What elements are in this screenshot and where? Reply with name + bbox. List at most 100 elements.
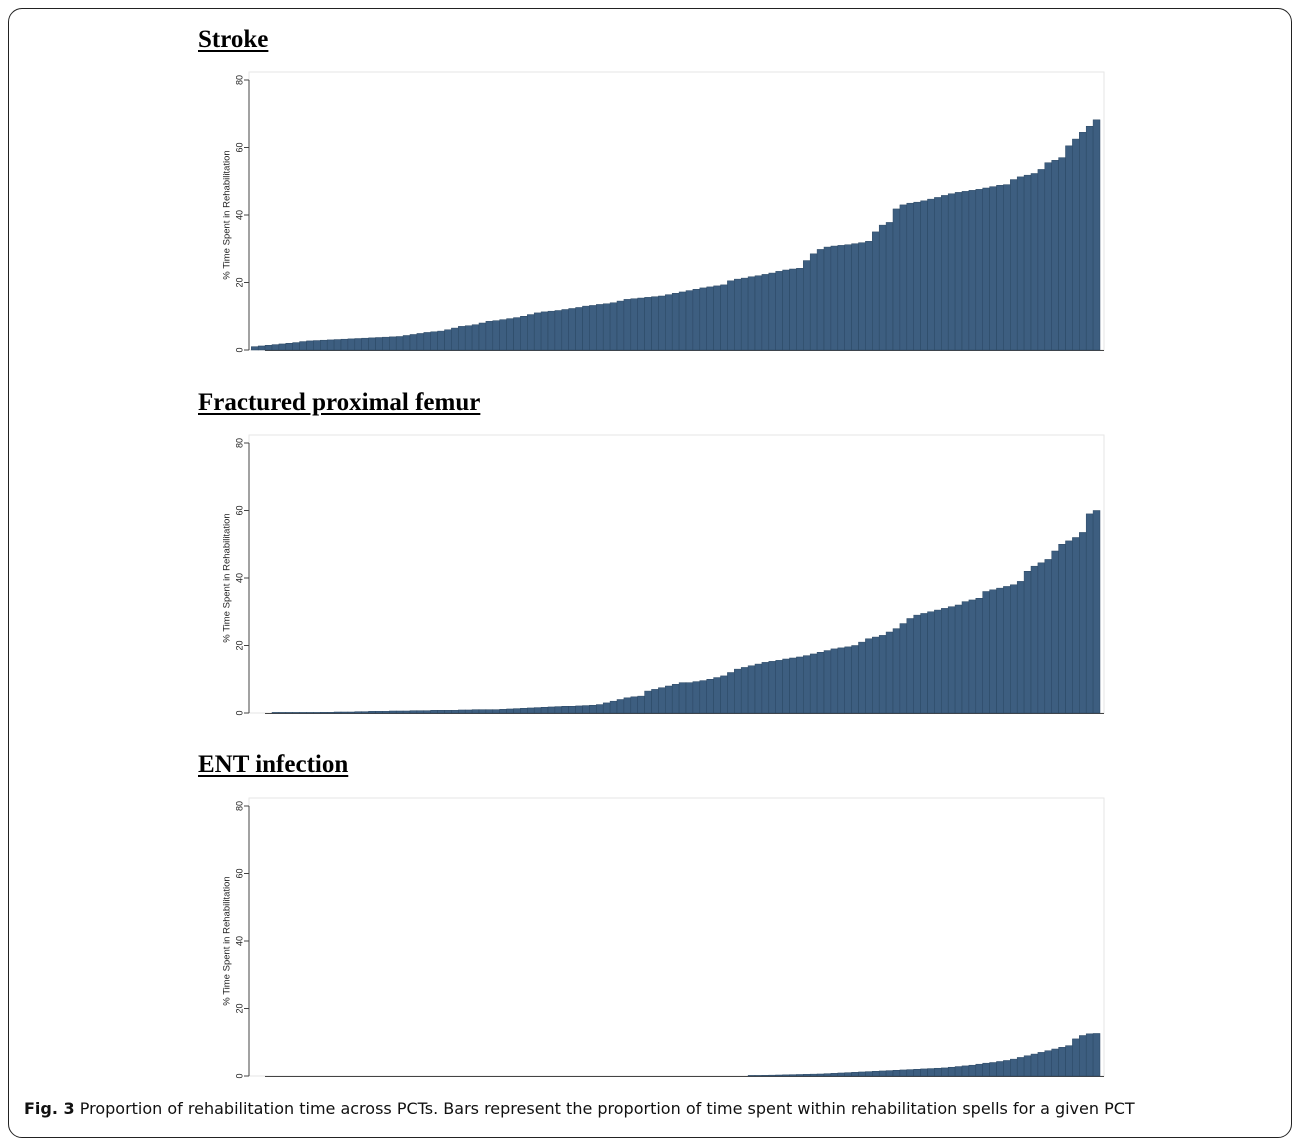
- bar-108: [996, 185, 1004, 351]
- bar-0: [271, 712, 280, 714]
- bar-75: [789, 657, 797, 714]
- bar-82: [816, 249, 825, 351]
- bar-58: [651, 296, 659, 351]
- y-tick-label-80: 80: [234, 75, 244, 85]
- bar-94: [899, 204, 908, 351]
- bar-91: [878, 224, 887, 351]
- caption-fig-label: Fig. 3: [24, 1099, 75, 1118]
- bar-24: [437, 710, 445, 714]
- bar-53: [637, 695, 645, 714]
- bar-47: [575, 307, 583, 351]
- bar-84: [830, 245, 839, 351]
- bar-46: [1065, 1045, 1073, 1077]
- bar-60: [665, 294, 673, 351]
- bar-69: [727, 280, 735, 351]
- bar-8: [803, 1074, 811, 1077]
- bar-9: [333, 711, 342, 714]
- bar-18: [375, 337, 383, 351]
- bar-8: [306, 340, 314, 351]
- bar-39: [1016, 1057, 1025, 1077]
- bar-19: [382, 336, 390, 351]
- bar-6: [313, 712, 321, 714]
- bar-104: [989, 589, 997, 714]
- bar-108: [1016, 581, 1025, 714]
- bar-37: [1003, 1060, 1011, 1077]
- bar-42: [1037, 1052, 1046, 1077]
- bar-74: [761, 274, 770, 351]
- y-axis-title: % Time Spent in Rehabilitation: [222, 513, 233, 642]
- bar-32: [492, 709, 500, 714]
- bar-81: [809, 253, 818, 351]
- bar-112: [1044, 559, 1052, 714]
- bar-3: [768, 1074, 776, 1077]
- bar-39: [540, 707, 549, 714]
- bar-122: [1092, 119, 1101, 351]
- bar-46: [589, 704, 597, 714]
- bar-73: [775, 660, 783, 714]
- bar-53: [616, 300, 625, 351]
- bar-67: [734, 668, 742, 714]
- bar-38: [1010, 1058, 1018, 1077]
- bar-88: [878, 635, 887, 714]
- bar-96: [913, 201, 921, 351]
- bar-92: [906, 618, 914, 714]
- bar-119: [1072, 138, 1080, 351]
- bar-33: [499, 709, 507, 714]
- y-axis-title: % Time Spent in Rehabilitation: [222, 876, 233, 1005]
- bar-33: [975, 1063, 983, 1077]
- bar-20: [409, 710, 418, 714]
- bar-59: [678, 682, 687, 714]
- bar-13: [340, 338, 349, 351]
- bar-68: [720, 284, 728, 351]
- bar-21: [395, 336, 404, 351]
- bar-35: [492, 320, 500, 351]
- y-tick-label-80: 80: [234, 801, 244, 811]
- bar-93: [892, 208, 901, 351]
- bar-49: [589, 305, 597, 351]
- bar-31: [464, 325, 473, 351]
- bar-0: [747, 1075, 756, 1077]
- bar-2: [264, 345, 273, 351]
- bar-97: [920, 200, 928, 351]
- bar-44: [554, 310, 563, 351]
- bar-71: [740, 277, 749, 351]
- bar-101: [947, 193, 956, 351]
- bar-84: [851, 645, 859, 714]
- bar-10: [320, 339, 328, 351]
- bar-47: [1072, 1038, 1080, 1077]
- bar-51: [623, 697, 632, 714]
- bar-118: [1065, 145, 1073, 351]
- bar-16: [858, 1071, 866, 1077]
- bar-41: [554, 706, 563, 714]
- bar-78: [809, 653, 818, 714]
- bar-106: [982, 187, 990, 351]
- bar-9: [809, 1073, 818, 1077]
- bar-105: [975, 189, 983, 351]
- bar-4: [299, 712, 307, 714]
- bar-27: [437, 330, 445, 351]
- bar-15: [851, 1072, 859, 1077]
- bar-41: [1030, 1053, 1039, 1077]
- bar-29: [947, 1066, 956, 1077]
- y-tick-label-20: 20: [234, 640, 244, 650]
- bar-25: [423, 332, 431, 351]
- bar-99: [954, 604, 963, 714]
- bar-12: [333, 339, 342, 351]
- y-tick-label-20: 20: [234, 1003, 244, 1013]
- bar-101: [968, 599, 977, 714]
- bar-16: [361, 337, 369, 351]
- bar-15: [375, 711, 383, 714]
- bar-103: [982, 591, 990, 714]
- bar-77: [803, 655, 811, 714]
- bar-42: [540, 311, 549, 351]
- bar-5: [782, 1074, 790, 1077]
- bar-46: [568, 308, 576, 351]
- bar-2: [285, 712, 293, 714]
- y-tick-label-60: 60: [234, 142, 244, 152]
- bar-70: [734, 278, 742, 351]
- bar-28: [444, 329, 452, 351]
- bar-81: [830, 648, 839, 714]
- bar-114: [1037, 169, 1046, 351]
- bar-13: [361, 711, 369, 714]
- bar-37: [506, 318, 514, 351]
